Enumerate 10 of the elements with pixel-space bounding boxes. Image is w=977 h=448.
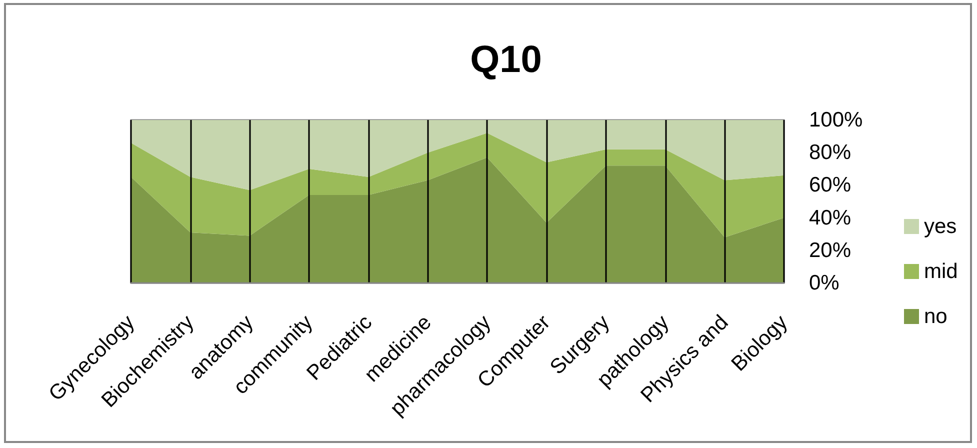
- legend-label: yes: [924, 215, 957, 238]
- y-tick-label: 40%: [809, 206, 852, 230]
- y-tick-label: 60%: [809, 174, 852, 197]
- legend-label: no: [924, 305, 948, 328]
- y-tick-label: 0%: [809, 272, 840, 294]
- y-tick-label: 100%: [809, 108, 863, 132]
- chart-title: Q10: [470, 39, 542, 81]
- y-tick-label: 20%: [809, 238, 852, 262]
- y-tick-label: 80%: [809, 141, 852, 164]
- legend-label: mid: [924, 260, 958, 283]
